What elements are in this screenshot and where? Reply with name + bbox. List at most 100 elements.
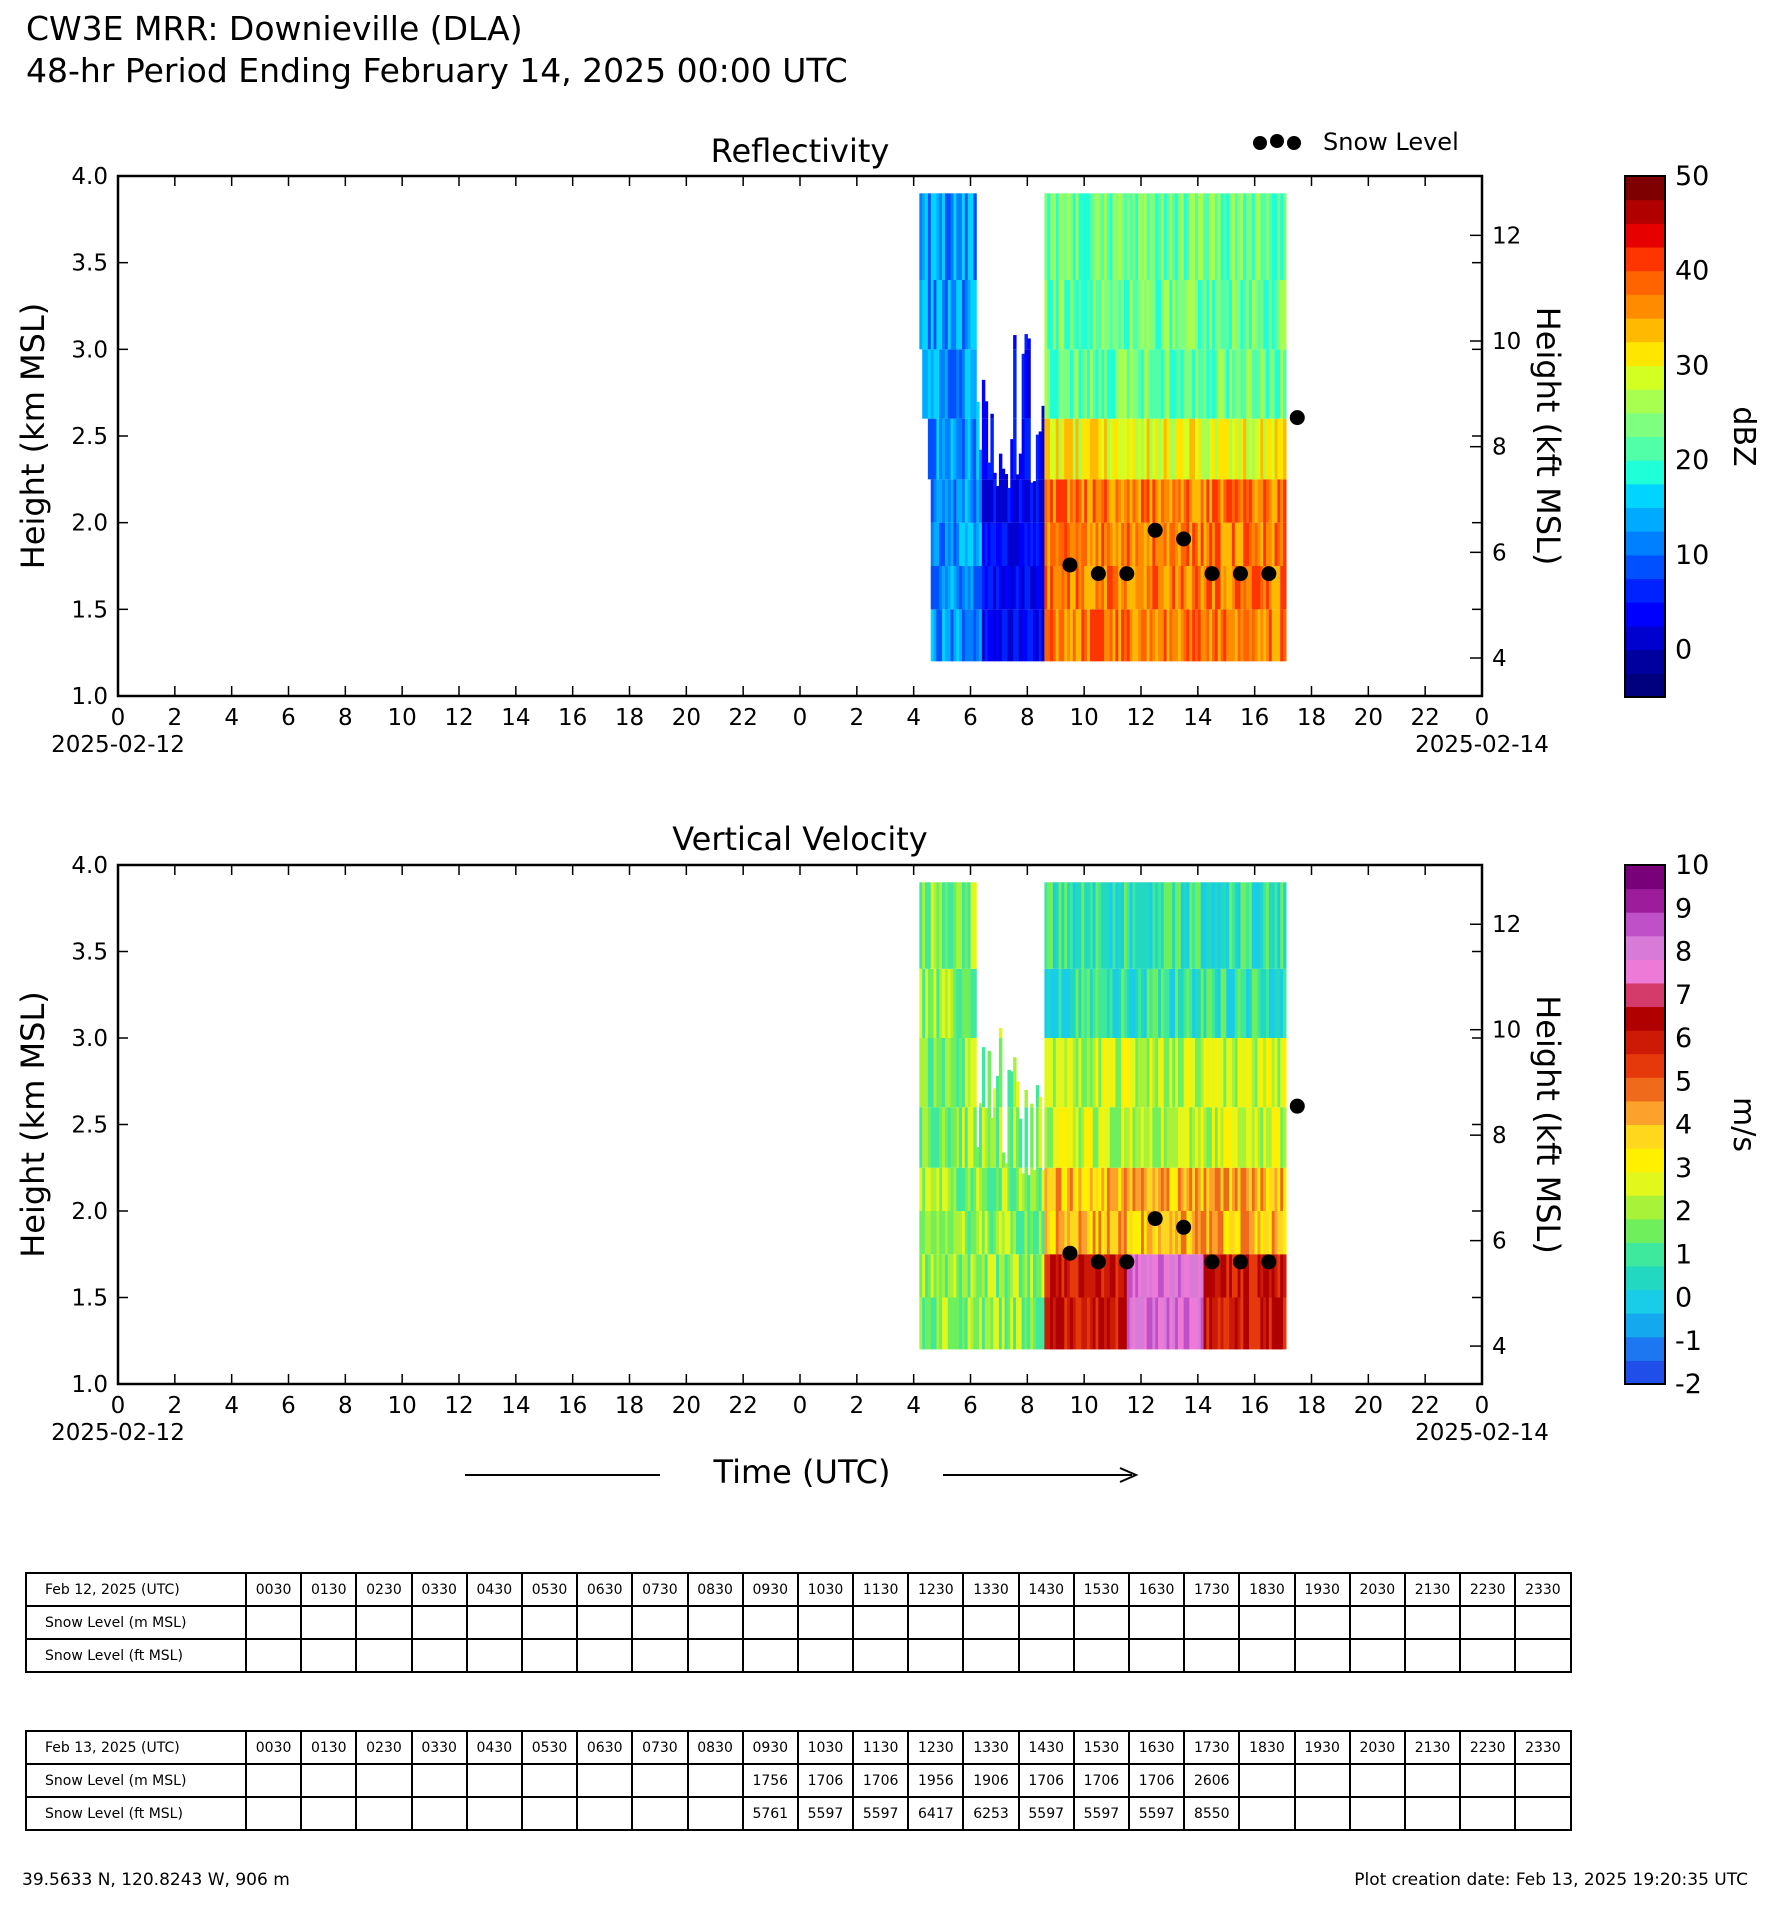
heatmap-cell bbox=[1106, 1297, 1111, 1350]
heatmap-cell bbox=[1132, 968, 1136, 1038]
x-tick-label: 0 bbox=[1475, 1393, 1490, 1419]
heatmap-cell bbox=[959, 479, 963, 523]
time-cell: 2230 bbox=[1459, 1730, 1517, 1765]
location-footer: 39.5633 N, 120.8243 W, 906 m bbox=[22, 1870, 290, 1890]
x-tick-label: 4 bbox=[906, 1393, 921, 1419]
heatmap-cell bbox=[1123, 1107, 1128, 1168]
heatmap-cell bbox=[1149, 479, 1153, 523]
heatmap-cell bbox=[1277, 1038, 1281, 1108]
heatmap-cell bbox=[998, 1254, 1003, 1298]
heatmap-cell bbox=[933, 479, 937, 523]
heatmap-cell bbox=[1246, 418, 1250, 480]
x-tick-label: 10 bbox=[388, 1393, 417, 1419]
heatmap-cell bbox=[1175, 1297, 1179, 1350]
heatmap-cell bbox=[973, 1254, 977, 1298]
heatmap-cell bbox=[1104, 882, 1108, 969]
heatmap-cell bbox=[964, 193, 969, 280]
heatmap-cell bbox=[1013, 418, 1017, 480]
heatmap-cell bbox=[1158, 566, 1162, 610]
heatmap-cell bbox=[1075, 479, 1080, 523]
heatmap-cell bbox=[1135, 1211, 1139, 1255]
row-label: Snow Level (ft MSL) bbox=[25, 1796, 247, 1831]
x-tick-label: 16 bbox=[558, 1393, 587, 1419]
heatmap-cell bbox=[1203, 479, 1207, 523]
heatmap-cell bbox=[996, 609, 1000, 662]
heatmap-cell bbox=[1095, 566, 1099, 610]
heatmap-cell bbox=[1047, 1038, 1051, 1108]
colorbar-segment bbox=[1625, 1148, 1665, 1173]
heatmap-cell bbox=[922, 1297, 926, 1350]
heatmap-cell bbox=[1166, 566, 1171, 610]
heatmap-cell bbox=[976, 1167, 980, 1211]
heatmap-cell bbox=[1260, 479, 1264, 523]
x-tick-label: 10 bbox=[1070, 1393, 1099, 1419]
value-cell bbox=[1459, 1763, 1517, 1798]
heatmap-cell bbox=[1155, 349, 1159, 419]
heatmap-cell bbox=[996, 1211, 1000, 1255]
heatmap-cell bbox=[1052, 522, 1057, 566]
heatmap-cell bbox=[1078, 609, 1082, 662]
heatmap-cell bbox=[1177, 566, 1182, 610]
heatmap-cell bbox=[1194, 479, 1199, 523]
heatmap-cell bbox=[1106, 280, 1111, 350]
heatmap-cell bbox=[1132, 1254, 1136, 1298]
time-cell: 0830 bbox=[686, 1572, 744, 1607]
heatmap-cell bbox=[1061, 349, 1065, 419]
table-header-row: Feb 13, 2025 (UTC) 0030 0130 0230 0330 0… bbox=[25, 1730, 1572, 1765]
value-cell bbox=[520, 1605, 579, 1640]
heatmap-cell bbox=[944, 1254, 949, 1298]
colorbar-segment bbox=[1625, 1218, 1665, 1243]
heatmap-cell bbox=[1052, 349, 1057, 419]
heatmap-cell bbox=[1010, 522, 1014, 566]
heatmap-cell bbox=[1203, 1167, 1207, 1211]
x-tick-label: 8 bbox=[338, 1393, 353, 1419]
heatmap-cell bbox=[1217, 479, 1222, 523]
colorbar-segment bbox=[1625, 483, 1665, 509]
heatmap-cell bbox=[944, 1297, 949, 1350]
heatmap-cell bbox=[1223, 349, 1227, 419]
heatmap-cell bbox=[1155, 1211, 1159, 1255]
heatmap-cell bbox=[1035, 434, 1040, 480]
heatmap-cell bbox=[1180, 1254, 1185, 1298]
heatmap-cell bbox=[1118, 1254, 1122, 1298]
time-cell: 1230 bbox=[907, 1572, 965, 1607]
x-tick-label: 6 bbox=[963, 705, 978, 731]
heatmap-cell bbox=[1135, 1297, 1139, 1350]
heatmap-cell bbox=[1263, 1211, 1267, 1255]
heatmap-cell bbox=[1180, 1167, 1185, 1211]
heatmap-cell bbox=[1268, 1297, 1273, 1350]
heatmap-cell bbox=[1013, 1254, 1017, 1298]
heatmap-cell bbox=[1007, 1211, 1011, 1255]
colorbar-tick-label: 0 bbox=[1675, 1283, 1692, 1314]
heatmap-cell bbox=[1231, 1254, 1236, 1298]
heatmap-cell bbox=[1180, 968, 1185, 1038]
heatmap-cell bbox=[1226, 418, 1230, 480]
heatmap-cell bbox=[947, 566, 952, 610]
heatmap-cell bbox=[1126, 522, 1131, 566]
heatmap-cell bbox=[1169, 968, 1173, 1038]
heatmap-cell bbox=[1200, 479, 1205, 523]
heatmap-cell bbox=[1104, 349, 1108, 419]
heatmap-cell bbox=[1248, 280, 1253, 350]
heatmap-cell bbox=[959, 522, 963, 566]
heatmap-cell bbox=[1277, 280, 1281, 350]
heatmap-cell bbox=[1138, 1211, 1142, 1255]
heatmap-cell bbox=[1166, 1167, 1171, 1211]
heatmap-cell bbox=[1206, 566, 1210, 610]
heatmap-cell bbox=[1084, 479, 1088, 523]
heatmap-cell bbox=[1200, 1107, 1205, 1168]
heatmap-cell bbox=[1194, 193, 1199, 280]
heatmap-cell bbox=[1126, 1038, 1131, 1108]
heatmap-cell bbox=[1277, 418, 1281, 480]
heatmap-cell bbox=[1254, 609, 1259, 662]
heatmap-cell bbox=[1169, 566, 1173, 610]
heatmap-cell bbox=[1061, 968, 1065, 1038]
heatmap-cell bbox=[1177, 349, 1182, 419]
heatmap-cell bbox=[1169, 522, 1173, 566]
colorbar-segment bbox=[1625, 865, 1665, 890]
heatmap-cell bbox=[964, 1038, 969, 1108]
heatmap-cell bbox=[1266, 280, 1270, 350]
heatmap-cell bbox=[1013, 1297, 1017, 1350]
heatmap-cell bbox=[979, 449, 983, 480]
colorbar-frame bbox=[1624, 175, 1666, 698]
